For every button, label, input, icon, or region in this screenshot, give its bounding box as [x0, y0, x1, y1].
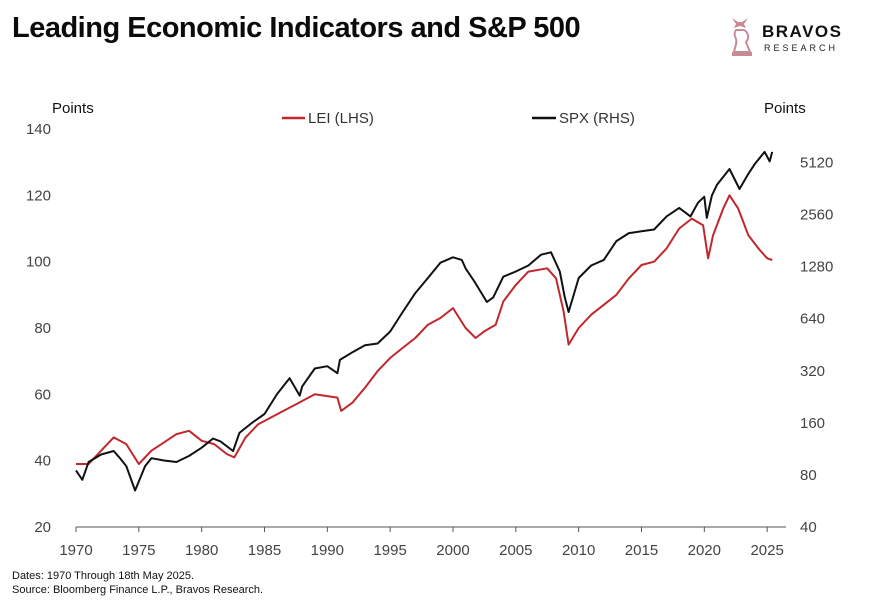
spx-line: [75, 150, 774, 492]
left-tick-label: 40: [34, 453, 51, 470]
series-layer: [75, 150, 774, 492]
x-tick-label: 2005: [499, 542, 532, 559]
x-tick-label: 2025: [750, 542, 783, 559]
left-tick-label: 140: [26, 121, 51, 138]
legend: LEI (LHS) SPX (RHS): [282, 110, 635, 127]
right-tick-label: 640: [800, 311, 825, 328]
right-tick-label: 160: [800, 415, 825, 432]
right-axis-ticks: 40 80 160 320 640 1280 2560 5120: [800, 155, 833, 536]
x-axis-ticks: 1970 1975 1980 1985 1990 1995 2000 2005 2010 2015…: [59, 527, 784, 559]
footer-source: Source: Bloomberg Finance L.P., Bravos R…: [12, 584, 264, 596]
x-tick-label: 2020: [688, 542, 721, 559]
legend-spx-label: SPX (RHS): [559, 110, 635, 127]
x-tick-label: 2010: [562, 542, 595, 559]
x-tick-label: 2015: [625, 542, 658, 559]
x-tick-label: 1970: [59, 542, 92, 559]
legend-lei-label: LEI (LHS): [308, 110, 374, 127]
left-tick-label: 120: [26, 187, 51, 204]
right-tick-label: 5120: [800, 155, 833, 172]
x-tick-label: 1990: [311, 542, 344, 559]
bravos-logo: BRAVOS RESEARCH: [724, 12, 854, 62]
left-tick-label: 80: [34, 320, 51, 337]
left-axis-label: Points: [52, 100, 94, 117]
left-axis-ticks: 20 40 60 80 100 120 140: [26, 121, 51, 536]
right-tick-label: 80: [800, 467, 817, 484]
x-tick-label: 2000: [436, 542, 469, 559]
brand-sub: RESEARCH: [764, 43, 839, 53]
right-tick-label: 40: [800, 519, 817, 536]
brand-name: BRAVOS: [762, 22, 843, 41]
chart-title: Leading Economic Indicators and S&P 500: [12, 12, 581, 44]
right-tick-label: 2560: [800, 207, 833, 224]
right-tick-label: 1280: [800, 259, 833, 276]
x-tick-label: 1980: [185, 542, 218, 559]
x-tick-label: 1995: [373, 542, 406, 559]
footer-dates: Dates: 1970 Through 18th May 2025.: [12, 570, 195, 582]
x-tick-label: 1985: [248, 542, 281, 559]
left-tick-label: 60: [34, 386, 51, 403]
x-tick-label: 1975: [122, 542, 155, 559]
right-tick-label: 320: [800, 363, 825, 380]
lei-line: [76, 194, 773, 465]
bull-knight-icon: [732, 18, 752, 56]
left-tick-label: 100: [26, 254, 51, 271]
left-tick-label: 20: [34, 519, 51, 536]
right-axis-label: Points: [764, 100, 806, 117]
